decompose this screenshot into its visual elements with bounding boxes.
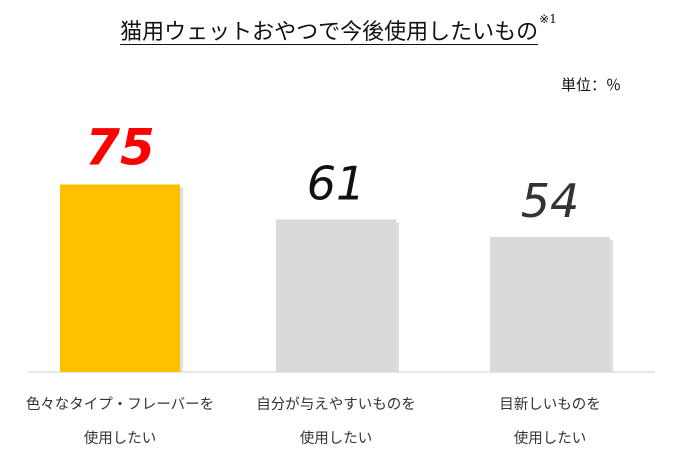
chart-title-text: 猫用ウェットおやつで今後使用したいもの [120, 20, 539, 45]
bar-1 [60, 184, 180, 372]
chart-title: 猫用ウェットおやつで今後使用したいもの※1 [0, 12, 677, 46]
category-label-line: 自分が与えやすいものを [256, 397, 416, 413]
title-footnote-mark: ※1 [539, 12, 557, 26]
category-label-line: 使用したい [513, 431, 587, 447]
value-label-2: 61 [307, 157, 366, 211]
bar-3 [490, 237, 610, 372]
category-label-line: 使用したい [299, 431, 373, 447]
category-label-1: 色々なタイプ・フレーバーを 使用したい [10, 388, 230, 456]
bar-2 [276, 219, 396, 372]
category-label-3: 目新しいものを 使用したい [440, 388, 660, 456]
category-label-line: 使用したい [83, 431, 157, 447]
unit-label: 単位：％ [560, 76, 621, 94]
value-label-3: 54 [521, 174, 580, 228]
category-label-line: 色々なタイプ・フレーバーを [25, 397, 215, 413]
value-label-1: 75 [85, 119, 155, 177]
category-label-2: 自分が与えやすいものを 使用したい [226, 388, 446, 456]
category-label-line: 目新しいものを [499, 397, 601, 413]
